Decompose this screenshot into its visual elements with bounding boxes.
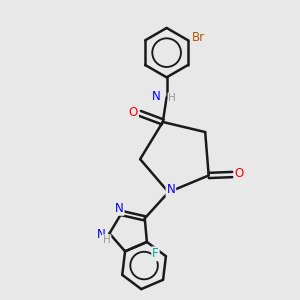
Text: N: N [152,90,161,103]
Text: N: N [97,228,105,241]
Text: O: O [129,106,138,119]
Text: H: H [168,93,176,103]
Text: H: H [103,235,110,245]
Text: N: N [167,183,175,196]
Text: F: F [152,247,159,260]
Text: O: O [235,167,244,180]
Text: N: N [115,202,124,215]
Text: Br: Br [192,32,205,44]
